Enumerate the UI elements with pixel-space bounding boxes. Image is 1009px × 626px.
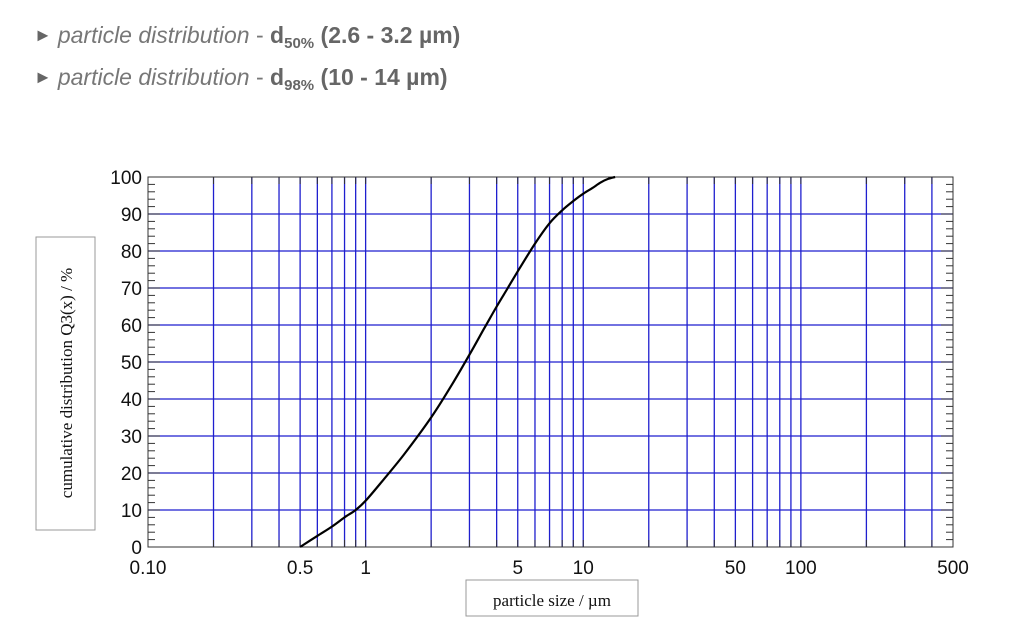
bullet-d50[interactable]: ► particle distribution - d50% (2.6 - 3.2… [34,14,460,56]
y-tick-label: 10 [121,501,142,522]
y-tick-label: 90 [121,205,142,226]
bullet-symbol: d [270,22,285,48]
bullet-label: particle distribution [57,64,250,90]
cumulative-curve [299,175,616,548]
y-tick-label: 40 [121,390,142,411]
y-axis-title-box [35,236,96,531]
y-tick-label: 80 [121,242,142,263]
bullet-subscript: 50% [284,35,315,52]
x-axis-title-box [465,579,639,617]
bullet-symbol: d [270,64,285,90]
x-tick-label: 10 [573,558,594,579]
grid-lines [148,177,953,547]
minor-ticks [147,176,954,548]
x-axis-title: particle size / µm [493,591,611,610]
y-axis-title: cumulative distribution Q3(x) / % [57,268,76,498]
bullet-subscript: 98% [284,77,315,94]
bullet-list: ► particle distribution - d50% (2.6 - 3.2… [34,14,460,98]
y-tick-label: 50 [121,353,142,374]
plot-frame [147,176,954,548]
x-tick-label: 1 [360,558,371,579]
y-tick-label: 0 [131,538,142,559]
x-tick-label: 5 [512,558,523,579]
y-tick-label: 100 [110,168,142,189]
x-tick-label: 0.10 [130,558,167,579]
bullet-d98[interactable]: ► particle distribution - d98% (10 - 14 µ… [34,56,460,98]
bullet-separator: - [255,64,264,90]
bullet-range: (2.6 - 3.2 µm) [320,22,461,48]
bullet-label: particle distribution [57,22,250,48]
triangle-right-icon: ► [34,25,52,45]
y-tick-labels: 0 10 20 30 40 50 60 70 80 90 100 [110,168,142,559]
y-tick-label: 60 [121,316,142,337]
y-tick-label: 20 [121,464,142,485]
y-tick-label: 30 [121,427,142,448]
triangle-right-icon: ► [34,67,52,87]
x-tick-label: 0.5 [287,558,313,579]
bullet-separator: - [255,22,264,48]
x-tick-label: 100 [785,558,817,579]
bullet-range: (10 - 14 µm) [320,64,448,90]
x-tick-labels: 0.10 0.5 1 5 10 50 100 500 [130,558,969,579]
y-tick-label: 70 [121,279,142,300]
x-tick-label: 500 [937,558,969,579]
x-tick-label: 50 [725,558,746,579]
